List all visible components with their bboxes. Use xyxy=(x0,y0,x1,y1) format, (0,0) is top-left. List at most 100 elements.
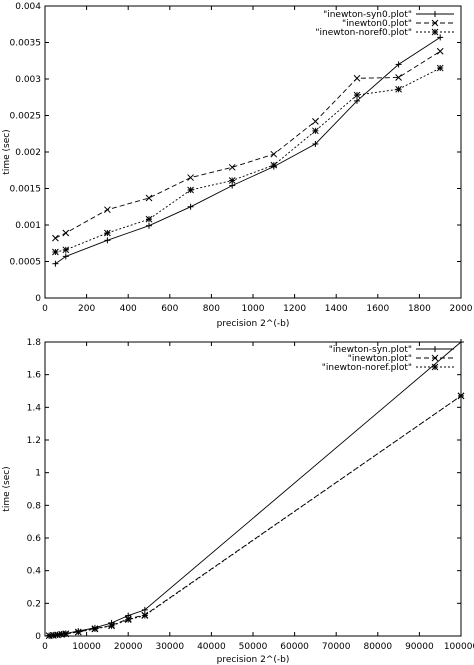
legend-marker xyxy=(431,354,439,362)
chart-2: 0 10000 20000 30000 40000 50000 60000 70000 8000… xyxy=(2,338,474,665)
y-tick-label: 0.2 xyxy=(27,599,41,609)
chart-1: 0 200 400 600 800 1000 1200 1400 1600 1800 2000 0 0.… xyxy=(2,2,473,329)
legend-marker xyxy=(432,346,438,352)
y-tick-label: 0.8 xyxy=(27,501,42,511)
data-point xyxy=(312,140,319,147)
x-tick-label: 70000 xyxy=(322,642,351,652)
data-point xyxy=(141,612,149,619)
data-point xyxy=(458,339,464,345)
data-point xyxy=(354,97,360,104)
y-tick-label: 1.4 xyxy=(27,403,42,413)
series-1 xyxy=(52,34,444,267)
y-axis-label: time (sec) xyxy=(2,129,12,174)
legend-label: "inewton.plot" xyxy=(348,354,412,364)
y-axis-label: time (sec) xyxy=(2,466,12,511)
data-point xyxy=(353,91,361,99)
data-point xyxy=(228,163,236,171)
legend-marker xyxy=(432,11,438,17)
y-tick-label: 0.0015 xyxy=(10,185,42,195)
x-tick-label: 40000 xyxy=(197,642,226,652)
x-tick-label: 400 xyxy=(120,304,137,314)
y-tick-label: 0.6 xyxy=(27,534,42,544)
x-tick-label: 60000 xyxy=(280,642,309,652)
series-line xyxy=(49,395,462,637)
x-tick-label: 200 xyxy=(78,304,95,314)
data-point xyxy=(104,206,111,214)
x-tick-label: 0 xyxy=(42,304,48,314)
legend-label: "inewton0.plot" xyxy=(342,19,412,29)
x-axis-label: precision 2^(-b) xyxy=(217,319,290,329)
data-point xyxy=(229,182,236,189)
y-tick-label: 0.4 xyxy=(27,567,42,577)
data-point xyxy=(124,616,132,624)
series-1 xyxy=(46,339,464,639)
legend-label: "inewton-noref.plot" xyxy=(322,363,412,373)
data-point xyxy=(270,150,278,158)
x-tick-label: 600 xyxy=(161,304,178,314)
plot-frame xyxy=(44,341,462,637)
y-tick-label: 1.2 xyxy=(27,436,41,446)
series-2 xyxy=(45,392,465,640)
data-point xyxy=(62,253,69,260)
data-point xyxy=(395,85,402,93)
data-point xyxy=(104,229,111,237)
y-tick-label: 0.002 xyxy=(15,148,41,158)
y-tick-label: 0.0005 xyxy=(10,258,42,268)
data-point xyxy=(228,177,236,184)
data-point xyxy=(187,203,194,210)
x-tick-label: 1200 xyxy=(283,304,306,314)
data-point xyxy=(457,392,465,400)
y-tick-label: 0 xyxy=(35,294,41,304)
x-tick-label: 2000 xyxy=(450,304,473,314)
x-tick-label: 1800 xyxy=(408,304,431,314)
data-point xyxy=(436,64,444,72)
x-tick-label: 30000 xyxy=(155,642,184,652)
y-tick-label: 0.0035 xyxy=(10,39,42,49)
data-point xyxy=(312,117,319,125)
data-point xyxy=(312,127,319,135)
legend-label: "inewton-syn0.plot" xyxy=(323,10,412,20)
series-3 xyxy=(45,392,465,640)
data-point xyxy=(141,606,148,613)
series-line xyxy=(49,341,462,637)
data-point xyxy=(436,47,444,55)
x-tick-label: 80000 xyxy=(363,642,392,652)
series-line xyxy=(55,37,441,265)
legend-marker xyxy=(431,28,439,36)
data-point xyxy=(146,222,152,229)
series-line xyxy=(49,395,462,637)
y-tick-label: 0.001 xyxy=(15,221,41,231)
y-tick-label: 1.6 xyxy=(27,371,42,381)
data-point xyxy=(52,234,59,242)
x-tick-label: 20000 xyxy=(114,642,143,652)
y-tick-label: 0.003 xyxy=(15,75,41,85)
data-point xyxy=(353,74,361,82)
series-3 xyxy=(52,64,444,256)
data-point xyxy=(145,215,153,223)
data-point xyxy=(91,625,99,633)
data-point xyxy=(187,186,194,194)
x-tick-label: 1600 xyxy=(366,304,389,314)
x-tick-label: 10000 xyxy=(72,642,101,652)
y-tick-label: 0 xyxy=(35,632,41,642)
data-point xyxy=(104,237,111,244)
data-point xyxy=(395,74,402,81)
x-tick-label: 800 xyxy=(203,304,220,314)
series-2 xyxy=(52,47,444,242)
data-point xyxy=(62,246,70,254)
x-tick-label: 0 xyxy=(42,642,48,652)
x-tick-label: 1000 xyxy=(242,304,265,314)
legend-marker xyxy=(431,19,439,27)
y-tick-label: 0.004 xyxy=(15,2,41,12)
data-point xyxy=(270,161,278,169)
data-point xyxy=(145,194,153,202)
data-point xyxy=(74,628,82,636)
y-tick-label: 1 xyxy=(35,469,41,479)
y-tick-label: 1.8 xyxy=(27,338,42,348)
data-point xyxy=(395,61,402,68)
data-point xyxy=(187,174,194,181)
data-point xyxy=(52,260,59,267)
data-point xyxy=(437,34,444,41)
